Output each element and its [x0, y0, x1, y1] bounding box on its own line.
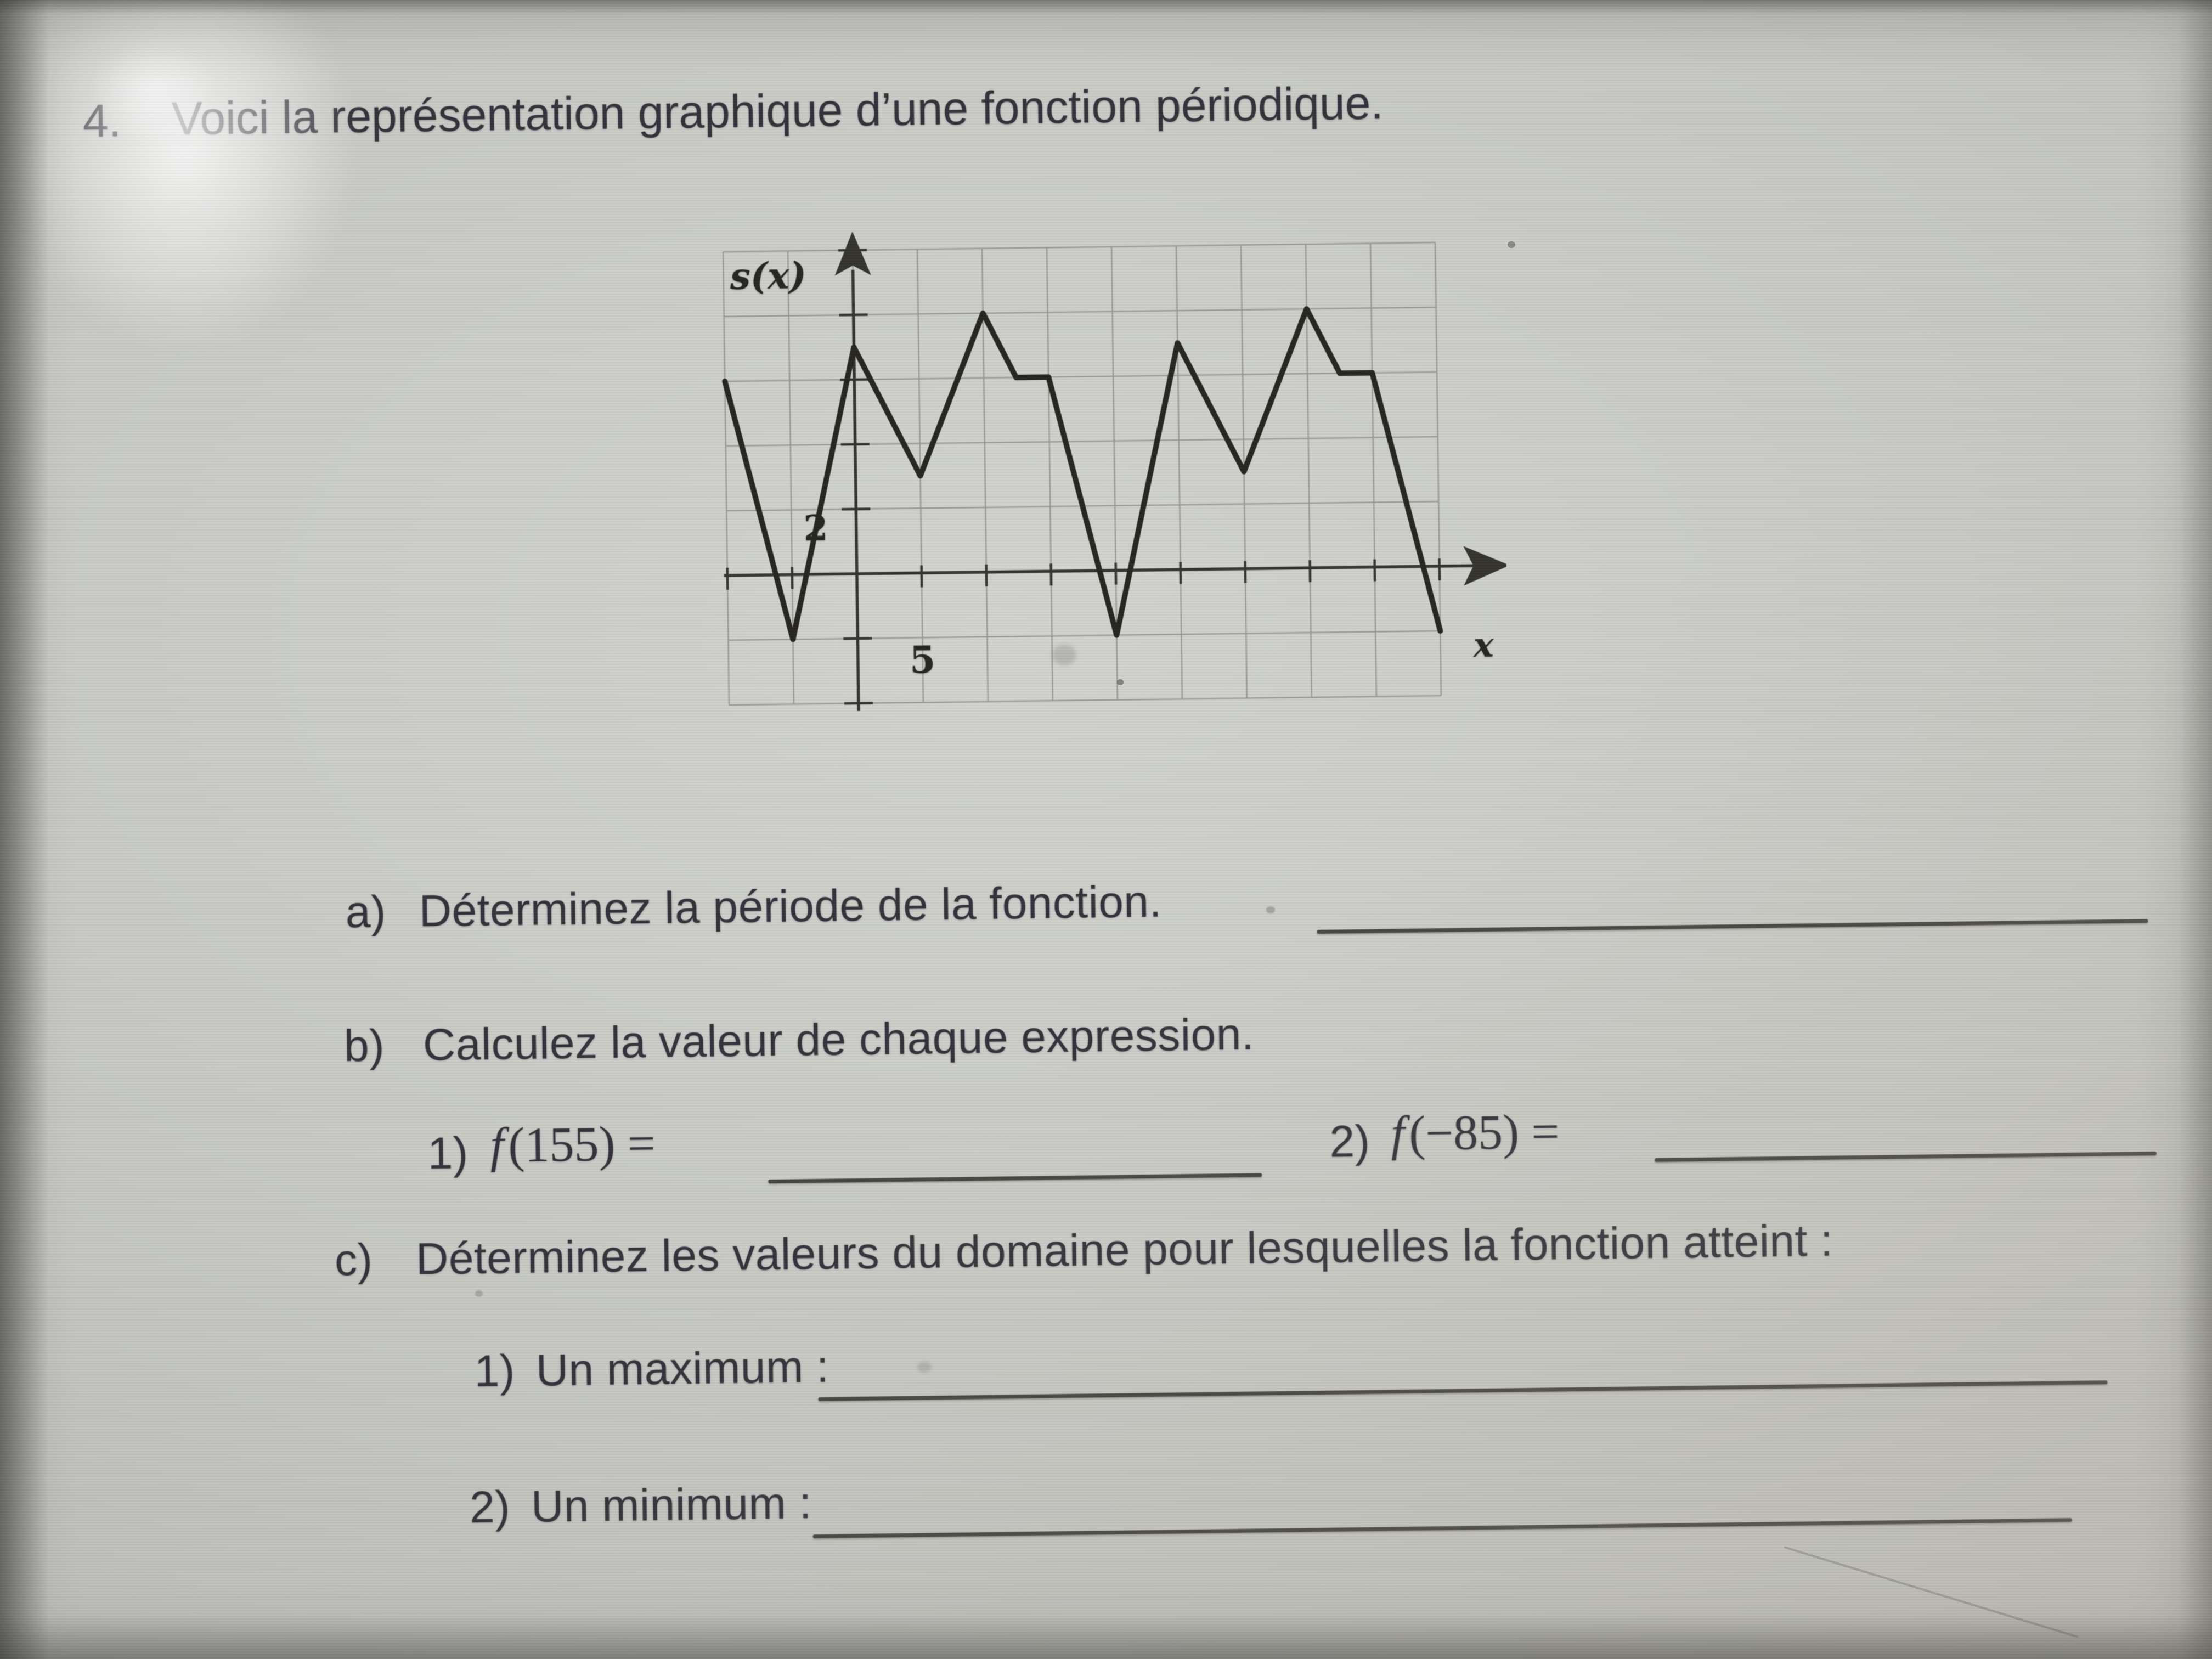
item-b-text: Calculez la valeur de chaque expression.	[422, 1009, 1255, 1070]
b1-argument: (155) =	[507, 1116, 656, 1173]
f-symbol: f	[1390, 1106, 1405, 1161]
item-a-text: Déterminez la période de la fonction.	[419, 876, 1163, 936]
x-tick-label: 5	[909, 638, 935, 682]
item-a-label: a)	[345, 887, 387, 938]
answer-line-maximum[interactable]	[818, 1380, 2108, 1401]
question-number: 4.	[82, 94, 122, 147]
item-c2-text: Un minimum :	[531, 1478, 812, 1532]
answer-line-f155[interactable]	[768, 1173, 1262, 1184]
question-title: Voici la représentation graphique d’une …	[171, 77, 1384, 145]
answer-line-f-85[interactable]	[1654, 1151, 2157, 1162]
answer-line-minimum[interactable]	[812, 1518, 2072, 1539]
item-b2-label: 2)	[1329, 1116, 1370, 1167]
item-c1-label: 1)	[474, 1346, 516, 1397]
item-c-text: Déterminez les valeurs du domaine pour l…	[415, 1215, 1833, 1284]
f-symbol: f	[489, 1118, 505, 1173]
answer-line-period[interactable]	[1317, 919, 2148, 934]
item-c2-label: 2)	[469, 1482, 511, 1533]
y-tick-label: 2	[803, 508, 828, 550]
periodic-function-graph: s(x) x 2 5	[722, 231, 1509, 711]
x-axis-label: x	[1472, 625, 1494, 665]
function-curve	[722, 306, 1443, 642]
item-c-label: c)	[334, 1234, 374, 1285]
b2-argument: (−85) =	[1408, 1104, 1560, 1161]
item-b1-label: 1)	[427, 1128, 469, 1179]
item-b2-expression: f(−85) =	[1391, 1103, 1560, 1162]
item-c1-text: Un maximum :	[535, 1341, 830, 1396]
item-b1-expression: f(155) =	[490, 1115, 656, 1174]
y-axis-label: s(x)	[729, 254, 806, 298]
item-b-label: b)	[343, 1020, 385, 1071]
